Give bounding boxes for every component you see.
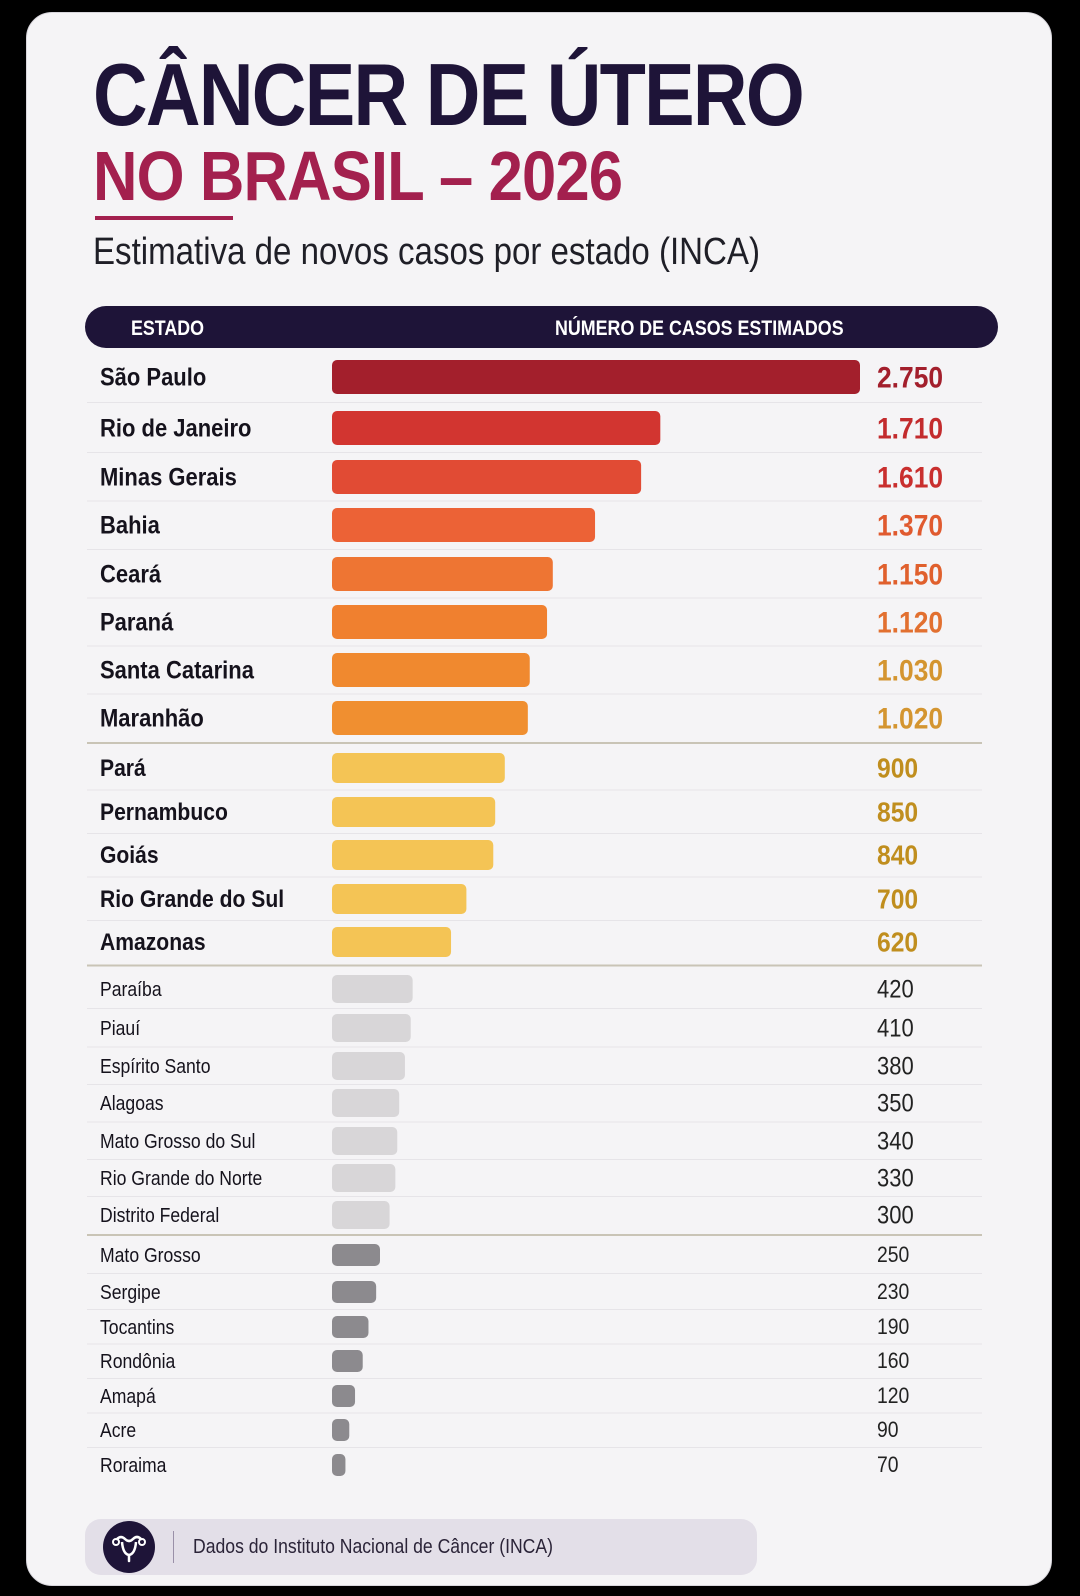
bar — [332, 411, 661, 445]
footer-divider — [173, 1531, 174, 1563]
category-label: Rio Grande do Sul — [100, 886, 284, 913]
footer-source-text: Dados do Instituto Nacional de Câncer (I… — [193, 1536, 554, 1558]
value-label: 230 — [877, 1280, 909, 1304]
bar — [332, 508, 596, 542]
value-label: 2.750 — [877, 360, 943, 394]
category-label: Tocantins — [100, 1316, 174, 1338]
value-label: 1.150 — [877, 557, 943, 591]
bar — [332, 701, 528, 735]
bar — [332, 605, 548, 639]
bar — [332, 1385, 356, 1407]
category-label: Piauí — [100, 1017, 141, 1039]
value-label: 1.120 — [877, 605, 943, 639]
page-title: CÂNCER DE ÚTERO — [93, 45, 805, 144]
value-label: 840 — [877, 839, 918, 871]
category-label: São Paulo — [100, 363, 206, 391]
infographic-card: CÂNCER DE ÚTERO NO BRASIL – 2026 Estimat… — [26, 12, 1052, 1586]
category-label: Ceará — [100, 560, 162, 588]
value-label: 250 — [877, 1243, 909, 1267]
category-label: Rio de Janeiro — [100, 414, 251, 442]
category-label: Amazonas — [100, 929, 206, 956]
value-label: 1.370 — [877, 508, 943, 542]
category-label: Amapá — [100, 1385, 156, 1407]
bar — [332, 840, 494, 870]
bar — [332, 1201, 390, 1229]
bar — [332, 1164, 396, 1192]
value-label: 350 — [877, 1089, 914, 1117]
category-label: Rondônia — [100, 1350, 176, 1372]
category-label: Paraíba — [100, 978, 162, 1000]
category-label: Paraná — [100, 608, 174, 636]
value-label: 700 — [877, 883, 918, 915]
title-underline — [95, 216, 233, 220]
bar — [332, 1014, 411, 1042]
value-label: 420 — [877, 975, 914, 1003]
value-label: 410 — [877, 1014, 914, 1042]
bar — [332, 1454, 346, 1476]
source-footer: Dados do Instituto Nacional de Câncer (I… — [85, 1519, 757, 1575]
bar — [332, 975, 413, 1003]
value-label: 850 — [877, 796, 918, 828]
column-header-state: ESTADO — [131, 317, 205, 340]
bar — [332, 927, 452, 957]
bar — [332, 1244, 380, 1266]
category-label: Mato Grosso — [100, 1244, 201, 1266]
bar — [332, 360, 860, 394]
category-label: Bahia — [100, 511, 161, 539]
category-label: Acre — [100, 1419, 136, 1441]
category-label: Rio Grande do Norte — [100, 1167, 262, 1189]
category-label: Distrito Federal — [100, 1204, 219, 1226]
value-label: 70 — [877, 1453, 899, 1477]
category-label: Maranhão — [100, 704, 204, 732]
category-label: Mato Grosso do Sul — [100, 1130, 255, 1152]
category-label: Santa Catarina — [100, 656, 255, 684]
bar — [332, 753, 505, 783]
bar — [332, 1089, 400, 1117]
bar — [332, 884, 467, 914]
value-label: 190 — [877, 1315, 909, 1339]
value-label: 1.030 — [877, 653, 943, 687]
value-label: 900 — [877, 752, 918, 784]
bar — [332, 1281, 377, 1303]
category-label: Roraima — [100, 1454, 167, 1476]
bar — [332, 1419, 350, 1441]
value-label: 90 — [877, 1418, 899, 1442]
bar — [332, 1350, 363, 1372]
category-label: Goiás — [100, 842, 159, 869]
page-title-line2: NO BRASIL – 2026 — [93, 137, 623, 215]
bar — [332, 1052, 405, 1080]
value-label: 120 — [877, 1384, 909, 1408]
column-header-cases: NÚMERO DE CASOS ESTIMADOS — [555, 317, 844, 340]
value-label: 160 — [877, 1349, 909, 1373]
bar — [332, 653, 530, 687]
value-label: 1.710 — [877, 411, 943, 445]
category-label: Pará — [100, 755, 146, 782]
page-subtitle: Estimativa de novos casos por estado (IN… — [93, 231, 761, 273]
value-label: 380 — [877, 1052, 914, 1080]
category-label: Pernambuco — [100, 799, 228, 826]
value-label: 340 — [877, 1127, 914, 1155]
bar — [332, 460, 642, 494]
bar-chart: São Paulo 2.750 Rio de Janeiro 1.710 Minas G… — [87, 360, 982, 1477]
value-label: 300 — [877, 1201, 914, 1229]
bar — [332, 1316, 369, 1338]
value-label: 330 — [877, 1164, 914, 1192]
value-label: 1.610 — [877, 460, 943, 494]
value-label: 1.020 — [877, 701, 943, 735]
value-label: 620 — [877, 926, 918, 958]
bar — [332, 557, 553, 591]
category-label: Sergipe — [100, 1281, 161, 1303]
category-label: Espírito Santo — [100, 1055, 210, 1077]
table-header-bar: ESTADO NÚMERO DE CASOS ESTIMADOS — [85, 306, 998, 348]
category-label: Minas Gerais — [100, 463, 237, 491]
bar — [332, 797, 496, 827]
uterus-icon — [103, 1521, 155, 1573]
category-label: Alagoas — [100, 1092, 164, 1114]
bar — [332, 1127, 398, 1155]
